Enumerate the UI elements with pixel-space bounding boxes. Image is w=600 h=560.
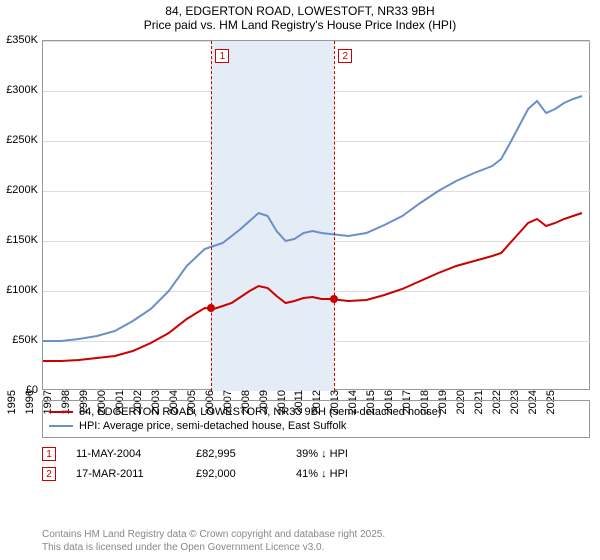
transaction-marker: 2 (42, 467, 56, 481)
chart-title: 84, EDGERTON ROAD, LOWESTOFT, NR33 9BH (0, 4, 600, 18)
legend-item: 84, EDGERTON ROAD, LOWESTOFT, NR33 9BH (… (49, 405, 583, 419)
transaction-pct: 39% ↓ HPI (296, 448, 396, 460)
transaction-pct: 41% ↓ HPI (296, 468, 396, 480)
legend-label: 84, EDGERTON ROAD, LOWESTOFT, NR33 9BH (… (79, 406, 442, 418)
transaction-marker: 1 (42, 447, 56, 461)
marker-number: 1 (215, 49, 229, 63)
x-axis-label: 1995 (6, 390, 18, 430)
transaction-price: £92,000 (196, 468, 276, 480)
transaction-row: 2 17-MAR-2011 £92,000 41% ↓ HPI (42, 464, 590, 484)
legend-swatch (49, 425, 73, 427)
y-axis-label: £150K (6, 234, 38, 246)
y-axis-label: £250K (6, 134, 38, 146)
footer-line: Contains HM Land Registry data © Crown c… (42, 528, 385, 541)
series-hpi (43, 96, 582, 341)
footer-line: This data is licensed under the Open Gov… (42, 541, 385, 554)
legend-swatch (49, 411, 73, 413)
transaction-table: 1 11-MAY-2004 £82,995 39% ↓ HPI 2 17-MAR… (42, 444, 590, 484)
transaction-date: 17-MAR-2011 (76, 468, 176, 480)
plot-region: 12 (42, 40, 590, 390)
transaction-date: 11-MAY-2004 (76, 448, 176, 460)
y-axis-label: £350K (6, 34, 38, 46)
marker-dot (330, 295, 338, 303)
marker-line (334, 41, 335, 391)
y-axis-label: £200K (6, 184, 38, 196)
chart-area: 12 £0£50K£100K£150K£200K£250K£300K£350K … (42, 40, 590, 390)
legend-item: HPI: Average price, semi-detached house,… (49, 419, 583, 433)
legend: 84, EDGERTON ROAD, LOWESTOFT, NR33 9BH (… (42, 400, 590, 438)
y-axis-label: £100K (6, 284, 38, 296)
transaction-price: £82,995 (196, 448, 276, 460)
chart-title-block: 84, EDGERTON ROAD, LOWESTOFT, NR33 9BH P… (0, 0, 600, 34)
y-axis-label: £50K (12, 334, 38, 346)
footer-attribution: Contains HM Land Registry data © Crown c… (42, 528, 385, 554)
marker-dot (207, 304, 215, 312)
transaction-row: 1 11-MAY-2004 £82,995 39% ↓ HPI (42, 444, 590, 464)
marker-number: 2 (338, 49, 352, 63)
y-axis-label: £300K (6, 84, 38, 96)
legend-label: HPI: Average price, semi-detached house,… (79, 420, 346, 432)
marker-line (211, 41, 212, 391)
x-axis-label: 1996 (24, 390, 36, 430)
chart-subtitle: Price paid vs. HM Land Registry's House … (0, 18, 600, 32)
series-property (43, 213, 582, 361)
line-series (43, 41, 591, 391)
